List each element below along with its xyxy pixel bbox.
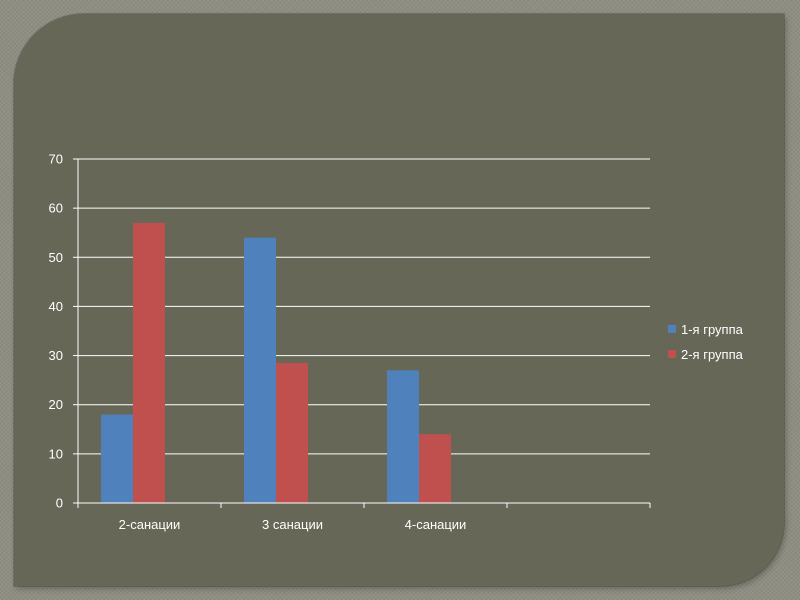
y-tick-label: 60 [49, 201, 63, 216]
bar-series-1-2 [244, 237, 276, 503]
y-tick-label: 40 [49, 299, 63, 314]
x-tick-label: 2-санации [119, 517, 181, 532]
y-tick-label: 20 [49, 397, 63, 412]
bar-series-2-2 [276, 362, 308, 503]
gridlines [78, 158, 650, 455]
y-tick-label: 0 [56, 496, 63, 511]
y-tick-label: 50 [49, 250, 63, 265]
legend-swatch-1 [668, 325, 676, 333]
bar-series-2-1 [133, 222, 165, 503]
bar-series-1-1 [101, 414, 133, 503]
y-tick-label: 30 [49, 348, 63, 363]
bar-series-1-3 [387, 370, 419, 503]
legend-swatch-2 [668, 350, 676, 358]
legend-label-1: 1-я группа [681, 322, 744, 337]
x-tick-label: 4-санации [405, 517, 467, 532]
legend-label-2: 2-я группа [681, 347, 744, 362]
bar-series-2-3 [419, 434, 451, 503]
y-axis-ticks: 0 10 20 30 40 50 60 70 [49, 152, 78, 511]
x-tick-label: 3 санации [262, 517, 323, 532]
y-tick-label: 70 [49, 152, 63, 167]
bars [101, 222, 451, 503]
x-axis-ticks: 2-санации 3 санации 4-санации [77, 503, 651, 532]
legend: 1-я группа 2-я группа [668, 322, 744, 362]
y-tick-label: 10 [49, 446, 63, 461]
